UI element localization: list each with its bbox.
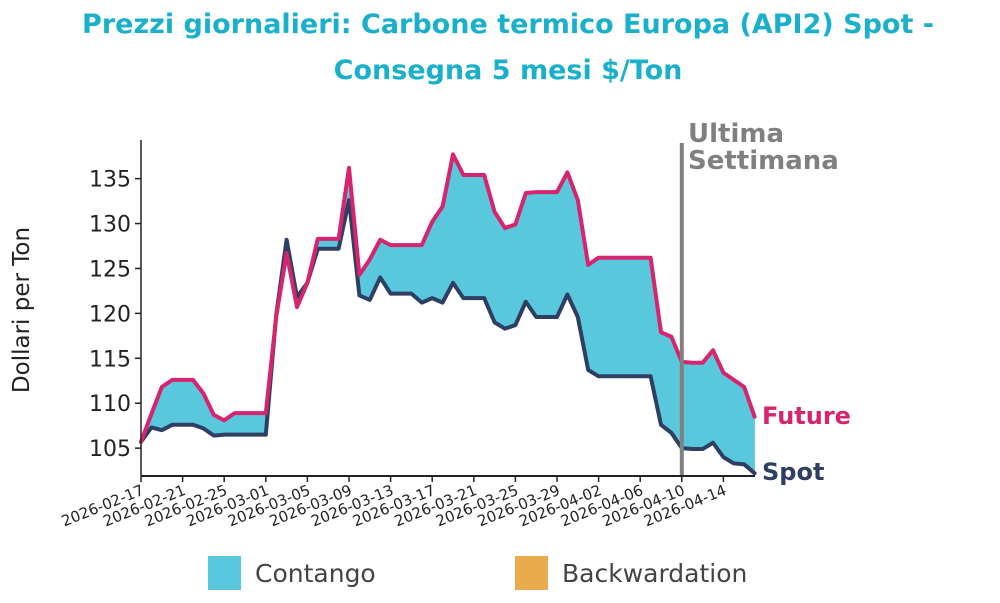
marker-label-line2: Settimana [688,146,839,176]
contango-fill-segment [660,331,672,434]
legend-item-contango: Contango [208,556,376,590]
series-label-spot: Spot [762,458,824,486]
series-line-spot [139,198,757,476]
contango-fill-segment [619,257,631,377]
contango-fill-segment [171,379,183,426]
legend-label-contango: Contango [255,558,376,588]
y-tick-label: 105 [89,437,131,462]
contango-fill-segment [546,191,558,318]
contango-fill-segment [234,412,246,435]
legend-label-backwardation: Backwardation [562,558,748,588]
contango-fill-segment [608,257,620,377]
y-tick-label: 130 [89,213,131,238]
contango-fill-segment [691,362,703,450]
chart-title-line1: Prezzi giornalieri: Carbone termico Euro… [82,9,934,40]
y-tick-label: 135 [89,168,131,193]
contango-fill-segment [598,257,610,377]
series-lines-group [139,152,757,476]
contango-fill-segment [504,224,516,330]
contango-fill-segment [629,257,641,377]
y-tick-label: 125 [89,257,131,282]
contango-fill-segment [535,191,547,318]
contango-fill-segment [525,191,537,318]
series-line-future [139,152,757,444]
contango-fill-segment [182,379,194,426]
legend-item-backwardation: Backwardation [515,556,747,590]
contango-fill-segment [473,174,485,299]
contango-fill-segment [587,257,599,377]
marker-label-line1: Ultima [688,119,784,149]
chart-title-line2: Consegna 5 mesi $/Ton [333,55,683,86]
y-tick-label: 115 [89,347,131,372]
series-label-future: Future [762,402,851,430]
contango-fill-segment [244,412,256,435]
contango-fill-segment [463,174,475,299]
contango-fill-segment [702,349,714,450]
contango-fill-segment [494,210,506,330]
y-axis-label: Dollari per Ton [9,227,35,393]
chart-title: Prezzi giornalieri: Carbone termico Euro… [0,2,1000,94]
y-tick-label: 110 [89,392,131,417]
y-tick-label: 120 [89,302,131,327]
contango-fill-segment [733,379,745,465]
contango-fill-segment [400,244,412,294]
contango-fill-segment [390,244,402,294]
contango-fill-segment [723,372,735,464]
legend-swatch-backwardation [515,556,548,590]
contango-fill-segment [639,257,651,377]
legend-swatch-contango [208,556,241,590]
